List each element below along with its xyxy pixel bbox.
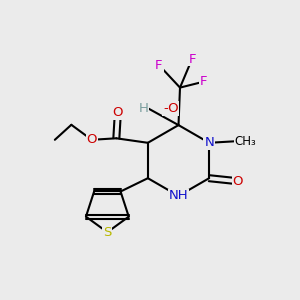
Text: N: N [204, 136, 214, 149]
Text: -O: -O [163, 102, 178, 115]
Text: H: H [139, 102, 148, 115]
Text: S: S [103, 226, 112, 239]
Text: F: F [200, 75, 208, 88]
Text: O: O [232, 175, 243, 188]
Text: CH₃: CH₃ [235, 135, 256, 148]
Text: O: O [86, 133, 97, 146]
Text: F: F [188, 52, 196, 66]
Text: O: O [112, 106, 123, 119]
Text: NH: NH [169, 189, 188, 203]
Text: F: F [155, 58, 163, 72]
